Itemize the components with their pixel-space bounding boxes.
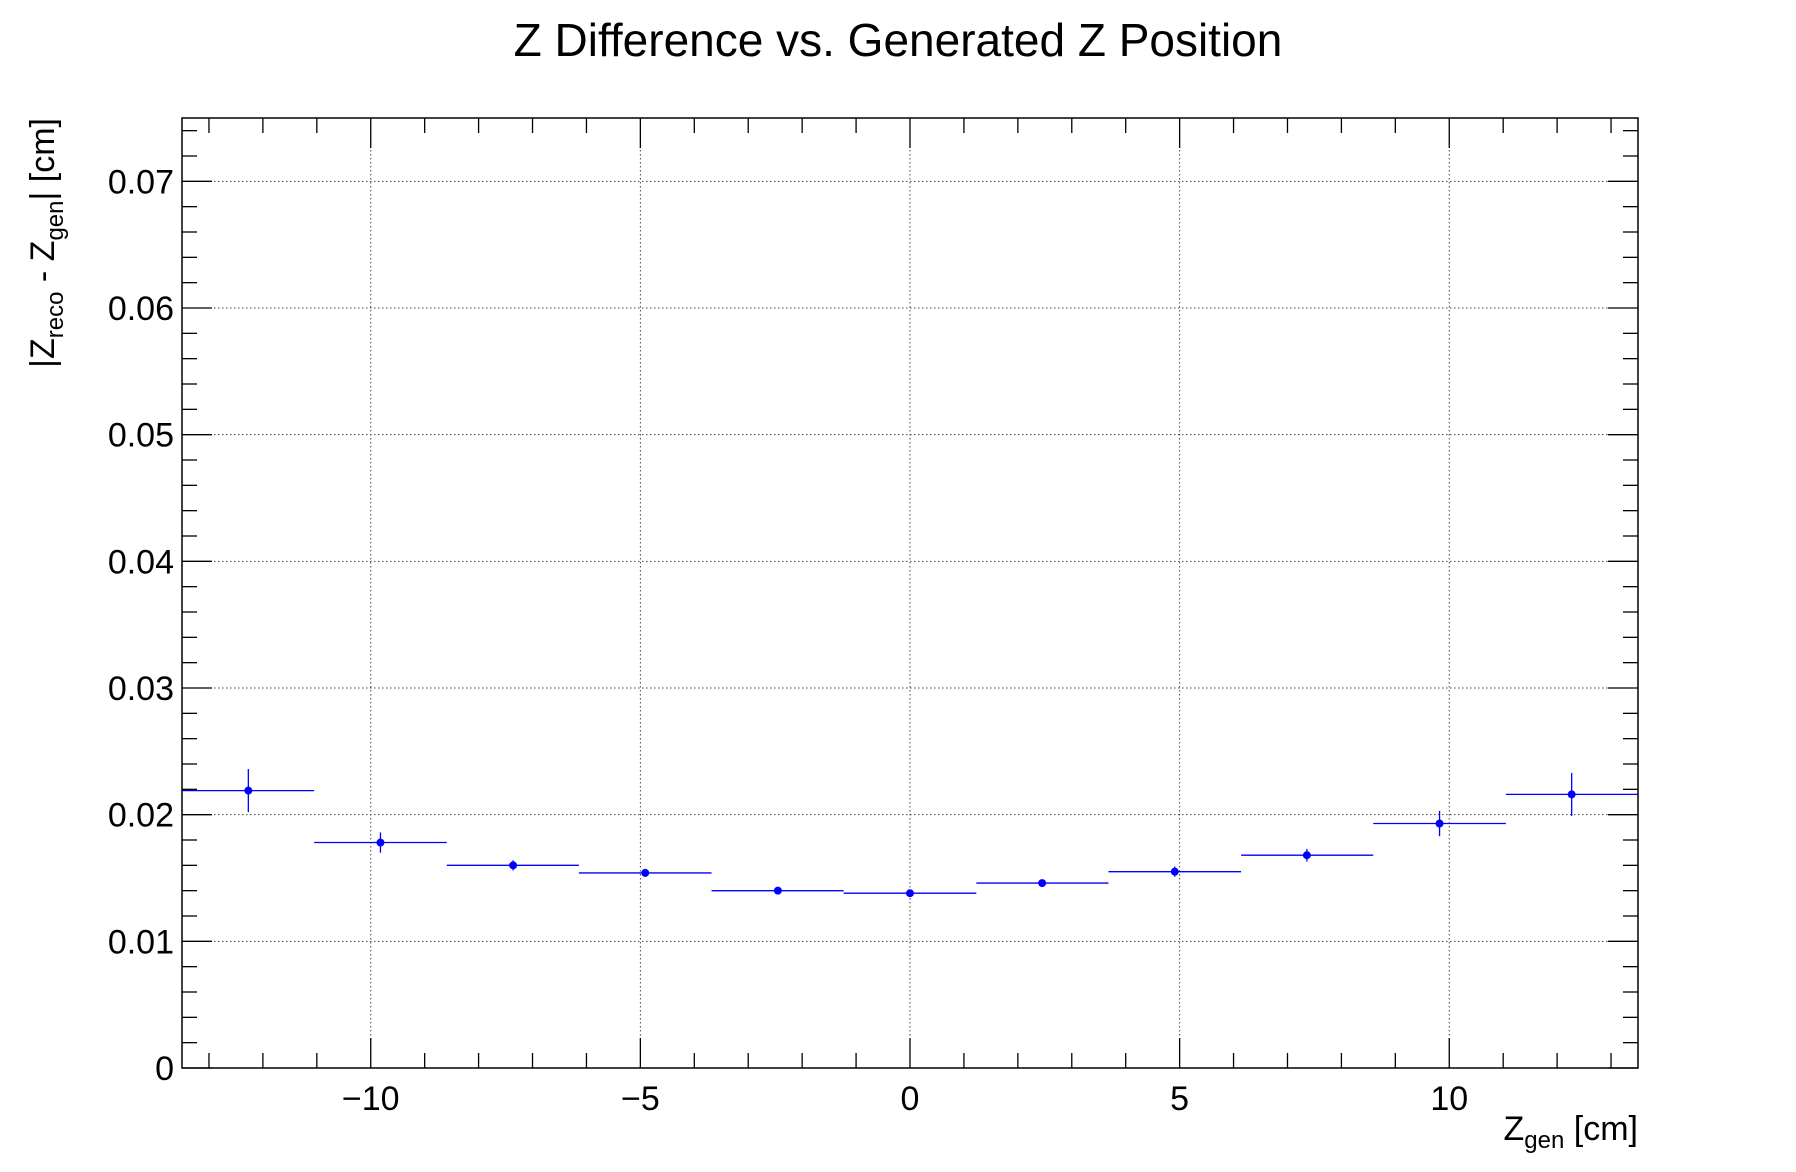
- y-axis-label-sub2: gen: [42, 201, 69, 241]
- data-marker: [1302, 851, 1311, 860]
- x-axis-label-sub: gen: [1524, 1127, 1564, 1154]
- y-axis-label: |Zreco - Zgen| [cm]: [24, 118, 69, 368]
- y-axis-label-part3: | [cm]: [24, 118, 62, 201]
- data-marker: [509, 861, 518, 870]
- y-axis-label-part1: |Z: [24, 338, 62, 368]
- tick-labels: −10 −5 0 5 10 0 0.01 0.02 0.03 0.04 0.05 0.06 0.07: [108, 163, 1468, 1118]
- data-point: [711, 886, 844, 895]
- data-points: [182, 769, 1638, 898]
- y-tick-label: 0.06: [108, 290, 174, 328]
- data-point: [446, 860, 579, 871]
- x-axis-label: Zgen [cm]: [1504, 1110, 1639, 1154]
- y-tick-label: 0.04: [108, 543, 174, 581]
- x-tick-label: −10: [342, 1080, 400, 1118]
- data-marker: [1567, 790, 1576, 799]
- y-tick-label: 0.05: [108, 417, 174, 455]
- data-point: [578, 868, 712, 877]
- data-point: [1241, 848, 1374, 862]
- x-tick-label: −5: [621, 1080, 660, 1118]
- x-tick-label: 0: [901, 1080, 920, 1118]
- data-marker: [244, 786, 253, 795]
- axis-ticks: [182, 118, 1638, 1069]
- chart-title: Z Difference vs. Generated Z Position: [514, 14, 1283, 66]
- data-point: [843, 889, 977, 898]
- x-axis-label-base: Z: [1504, 1110, 1525, 1148]
- x-axis-label-unit: [cm]: [1564, 1110, 1638, 1148]
- y-tick-label: 0.02: [108, 797, 174, 835]
- data-marker: [376, 838, 385, 847]
- y-tick-label: 0.07: [108, 163, 174, 201]
- data-marker: [906, 889, 914, 898]
- data-marker: [1170, 867, 1179, 876]
- data-marker: [1435, 819, 1444, 828]
- y-tick-label: 0: [155, 1050, 174, 1088]
- y-axis-label-sub1: reco: [42, 292, 69, 339]
- data-marker: [641, 868, 650, 877]
- data-marker: [1038, 879, 1047, 888]
- data-marker: [773, 886, 782, 895]
- y-tick-label: 0.01: [108, 923, 174, 961]
- x-tick-label: 10: [1430, 1080, 1468, 1118]
- grid-lines: [182, 118, 1638, 1068]
- x-tick-label: 5: [1170, 1080, 1189, 1118]
- data-point: [1373, 810, 1506, 837]
- plot-frame: [181, 117, 1639, 1069]
- data-point: [1505, 772, 1638, 816]
- y-axis-label-part2: - Z: [24, 241, 62, 292]
- data-point: [182, 769, 315, 813]
- data-point: [1108, 866, 1242, 877]
- data-point: [976, 879, 1109, 888]
- data-point: [314, 832, 447, 853]
- y-tick-label: 0.03: [108, 670, 174, 708]
